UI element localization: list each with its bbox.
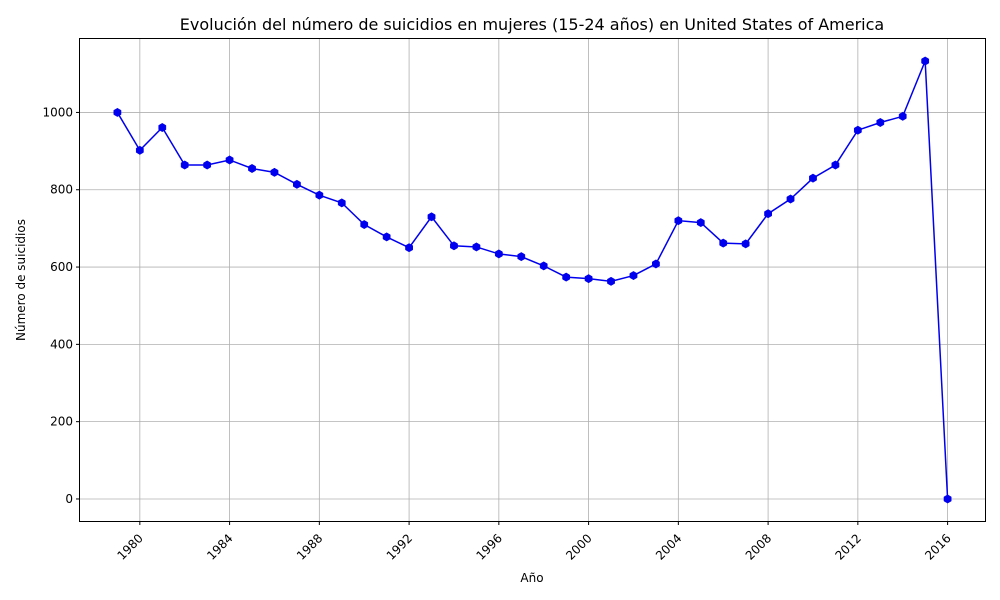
data-point [696, 218, 705, 228]
data-point [719, 238, 728, 248]
data-points [113, 56, 952, 504]
data-point [494, 249, 503, 259]
y-axis-label: Número de suicidios [14, 219, 28, 341]
y-tick-label: 200 [50, 415, 73, 429]
data-point [360, 220, 369, 230]
x-tick-label: 2016 [922, 531, 953, 562]
data-point [876, 118, 885, 127]
data-point [337, 198, 346, 208]
data-point [382, 232, 391, 242]
data-point [180, 160, 189, 170]
y-tick-label: 1000 [42, 105, 73, 119]
data-point [584, 274, 593, 284]
data-point [427, 212, 436, 222]
data-point [652, 259, 660, 269]
y-tick-label: 800 [50, 183, 73, 197]
data-point [562, 272, 571, 282]
x-tick-label: 1996 [473, 531, 504, 562]
plot-frame [79, 38, 986, 522]
x-axis: 1980 1984 1988 1992 1996 2000 2004 2008 2012 2016 [114, 521, 954, 563]
data-point [113, 107, 122, 117]
x-tick-label: 1984 [204, 531, 235, 562]
y-tick-label: 0 [65, 492, 73, 506]
data-point [293, 179, 301, 189]
data-point [674, 216, 683, 226]
data-point [248, 164, 256, 173]
data-point [629, 271, 638, 281]
data-point [831, 160, 840, 170]
data-point [741, 239, 750, 249]
x-axis-label: Año [520, 571, 543, 585]
x-tick-label: 1992 [384, 531, 415, 562]
x-tick-label: 1988 [294, 531, 325, 562]
data-point [764, 209, 772, 219]
y-tick-label: 600 [50, 260, 73, 274]
data-point [921, 56, 930, 66]
y-tick-label: 400 [50, 337, 73, 351]
x-tick-label: 2000 [563, 531, 594, 562]
data-point [405, 243, 413, 253]
series-line [116, 60, 949, 500]
data-point [898, 111, 907, 121]
data-point [809, 173, 817, 183]
x-tick-label: 2012 [832, 531, 863, 562]
chart-title: Evolución del número de suicidios en muj… [180, 15, 884, 34]
data-point [786, 194, 795, 204]
y-axis: 0 200 400 600 800 1000 [42, 105, 80, 506]
data-point [517, 252, 526, 262]
data-point [472, 242, 481, 252]
data-point [158, 123, 167, 132]
x-tick-label: 2004 [653, 531, 684, 562]
data-point [539, 261, 548, 271]
data-point [607, 276, 615, 286]
x-tick-label: 2008 [743, 531, 774, 562]
grid-lines [80, 39, 985, 521]
data-point [270, 167, 279, 177]
data-point [315, 190, 324, 200]
data-point [135, 145, 144, 155]
x-tick-label: 1980 [114, 531, 145, 562]
series-line-layer [116, 60, 949, 500]
data-point [225, 155, 234, 165]
data-point [853, 125, 862, 135]
data-point [943, 494, 952, 504]
data-point [450, 241, 458, 251]
data-point [203, 160, 212, 170]
